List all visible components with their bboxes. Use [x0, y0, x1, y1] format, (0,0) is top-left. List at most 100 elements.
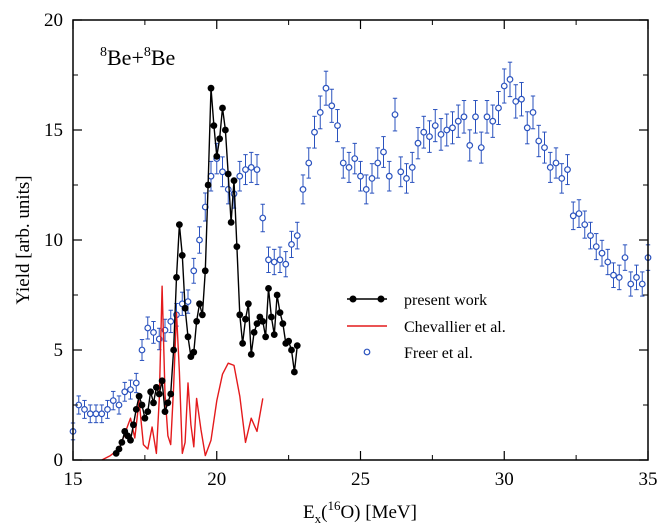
present-work-marker [178, 252, 186, 259]
freer-point [138, 339, 146, 361]
freer-point [500, 68, 508, 104]
present-work-marker [198, 311, 206, 319]
freer-marker [500, 82, 508, 90]
present-work-marker [181, 304, 189, 312]
present-work-marker [135, 392, 143, 400]
freer-point [472, 100, 479, 134]
panel-label-sup1: 8 [100, 45, 107, 60]
freer-marker [265, 256, 272, 264]
freer-point [621, 244, 629, 271]
freer-marker [345, 163, 353, 171]
legend: present work Chevallier et al. Freer et … [347, 292, 506, 362]
freer-point [109, 390, 117, 411]
freer-point [236, 160, 244, 192]
freer-point [242, 154, 249, 186]
freer-marker [328, 102, 336, 110]
series-layer [69, 61, 652, 461]
present-work-marker [267, 313, 275, 321]
freer-marker [224, 185, 232, 193]
freer-marker [132, 379, 140, 387]
freer-marker [138, 346, 146, 354]
x-tick-label: 35 [639, 469, 658, 490]
freer-point [311, 115, 318, 149]
freer-marker [546, 163, 554, 171]
freer-point [546, 151, 554, 183]
freer-marker [190, 267, 198, 275]
present-work-marker [118, 439, 126, 446]
legend-marker-freer [363, 348, 371, 356]
x-axis-label-mid: ( [321, 502, 327, 523]
freer-point [253, 154, 261, 186]
freer-point [495, 91, 502, 125]
freer-marker [552, 159, 560, 167]
present-work-marker [201, 267, 209, 275]
present-work-marker [224, 170, 232, 178]
panel-label-sup2: 8 [144, 45, 151, 60]
freer-point [391, 97, 399, 132]
freer-marker [334, 122, 341, 129]
freer-marker [150, 329, 157, 336]
ticks-layer: 15 20 25 30 35 0 5 10 15 20 [44, 10, 658, 490]
freer-point [316, 95, 324, 130]
panel-label-base: Be+ [107, 45, 144, 70]
freer-marker [638, 280, 646, 288]
freer-marker [426, 133, 433, 141]
freer-point [334, 109, 341, 143]
freer-marker [109, 397, 117, 405]
freer-point [357, 160, 364, 192]
present-work-marker [227, 219, 235, 226]
freer-point [460, 100, 468, 134]
freer-point [121, 381, 129, 402]
present-work-marker [290, 368, 298, 376]
present-work-marker [273, 291, 281, 299]
freer-marker [270, 258, 278, 266]
present-work-marker [259, 318, 267, 325]
freer-marker [449, 124, 456, 132]
freer-marker [247, 163, 255, 171]
present-work-marker [207, 84, 215, 92]
freer-marker [86, 410, 94, 418]
present-work-marker [141, 414, 149, 422]
freer-marker [391, 111, 399, 118]
freer-point [449, 111, 456, 145]
present-work-marker [276, 309, 284, 316]
freer-point [604, 248, 612, 276]
present-work-marker [138, 401, 146, 409]
freer-point [420, 115, 428, 149]
present-work-marker [210, 122, 218, 129]
freer-point [282, 251, 290, 278]
freer-marker [127, 386, 134, 394]
freer-point [581, 210, 589, 239]
present-work-marker [293, 342, 301, 349]
freer-marker [299, 185, 307, 193]
present-work-marker [196, 300, 203, 308]
present-work-marker [250, 329, 258, 336]
freer-point [104, 399, 111, 419]
freer-point [408, 151, 416, 183]
x-axis-label-sub: x [315, 511, 322, 526]
freer-marker [81, 406, 88, 413]
x-axis-label: Ex(16O) [MeV] [303, 498, 417, 526]
present-work-marker [129, 421, 137, 429]
freer-point [144, 316, 152, 340]
legend-label-present-work: present work [404, 292, 487, 309]
freer-point [592, 233, 600, 261]
freer-point [265, 246, 272, 274]
freer-marker [357, 172, 364, 180]
freer-marker [420, 128, 428, 136]
x-tick-label: 30 [495, 469, 514, 490]
freer-marker [236, 172, 244, 180]
freer-point [627, 271, 635, 297]
present-work-marker [216, 135, 224, 143]
freer-point [575, 199, 583, 228]
freer-point [431, 109, 439, 143]
y-axis-label: Yield [arb. units] [13, 175, 34, 304]
x-tick-label: 20 [207, 469, 226, 490]
freer-marker [523, 124, 531, 132]
freer-point [397, 156, 405, 188]
present-work-marker [279, 320, 287, 327]
present-work-marker [204, 181, 212, 189]
freer-marker [615, 274, 623, 281]
freer-marker [253, 166, 261, 174]
freer-point [454, 104, 462, 138]
